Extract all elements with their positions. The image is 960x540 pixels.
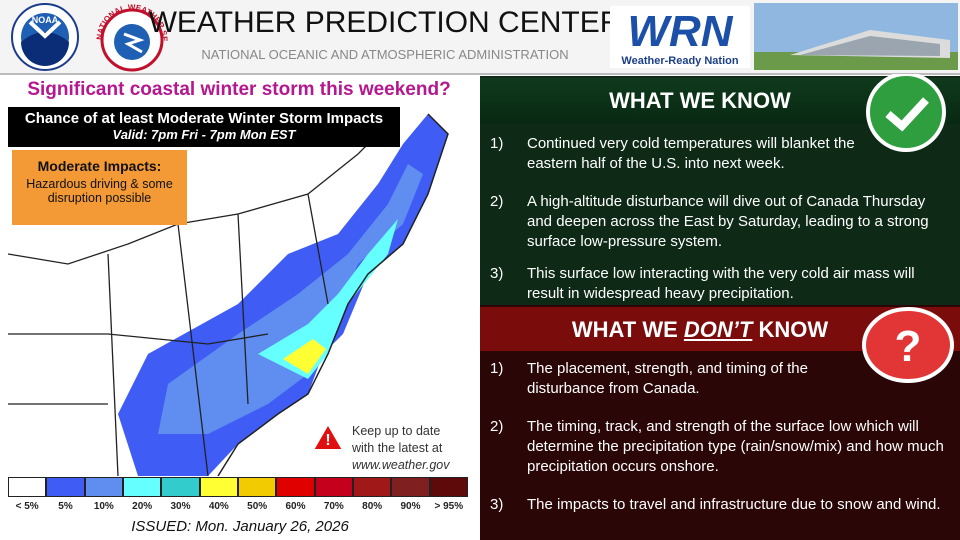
legend-label: 30% xyxy=(170,501,191,512)
legend-swatch xyxy=(238,477,277,497)
headline: Significant coastal winter storm this we… xyxy=(27,79,451,100)
legend-swatch xyxy=(314,477,353,497)
item-text: The timing, track, and strength of the s… xyxy=(527,418,944,475)
noaa-text: NOAA xyxy=(32,15,59,25)
legend-label: 80% xyxy=(362,501,383,512)
legend-swatch xyxy=(161,477,200,497)
header-graphics: NOAA NATIONAL WEATHER SERVICE WEATHER PR… xyxy=(0,0,958,72)
legend-swatch xyxy=(199,477,238,497)
dont-know-title: WHAT WE DON’T KNOW xyxy=(480,317,920,343)
check-mark xyxy=(885,97,929,132)
legend-label: 60% xyxy=(285,501,306,512)
impact-title: Moderate Impacts: xyxy=(37,158,162,174)
nws-bolt xyxy=(123,32,145,54)
legend: < 5% 5% 10% 20% 30% 40% 50% 60% 70% 80% 90% > 95% xyxy=(8,477,468,517)
wrn-caption: Weather-Ready Nation xyxy=(621,55,738,67)
item-number: 3) xyxy=(490,265,504,282)
legend-swatch xyxy=(84,477,123,497)
impact-10 xyxy=(158,164,423,434)
coastline xyxy=(217,113,449,476)
item-number: 1) xyxy=(490,135,504,152)
legend-label: 70% xyxy=(323,501,344,512)
legend-swatch xyxy=(353,477,392,497)
item-number: 2) xyxy=(490,418,504,435)
check-icon xyxy=(866,74,946,152)
question-circle xyxy=(862,307,954,383)
list-item: 2) The timing, track, and strength of the… xyxy=(480,417,950,475)
item-text: Continued very cold temperatures will bl… xyxy=(527,135,855,172)
legend-swatch xyxy=(46,477,85,497)
item-text: The placement, strength, and timing of t… xyxy=(527,360,808,397)
warning-icon xyxy=(311,421,345,451)
item-text: This surface low interacting with the ve… xyxy=(527,265,915,302)
legend-swatch xyxy=(276,477,315,497)
legend-label: > 95% xyxy=(434,501,464,512)
map: ! xyxy=(8,104,470,476)
list-item: 1) The placement, strength, and timing of… xyxy=(480,359,950,409)
map-title: Chance of at least Moderate Winter Storm… xyxy=(24,110,384,127)
wrn-logo xyxy=(610,6,750,68)
map-title-box: Chance of at least Moderate Winter Storm… xyxy=(8,107,400,147)
note: Keep up to date with the latest at www.wea… xyxy=(352,423,450,474)
item-text: A high-altitude disturbance will dive ou… xyxy=(527,193,929,250)
legend-label: 50% xyxy=(247,501,268,512)
legend-swatch xyxy=(391,477,430,497)
legend-swatch xyxy=(429,477,468,497)
item-number: 3) xyxy=(490,496,504,513)
wrn-mark: WRN xyxy=(627,7,733,56)
list-item: 1) Continued very cold temperatures will … xyxy=(480,134,950,184)
impact-40 xyxy=(283,339,326,374)
state-lines xyxy=(8,123,389,476)
know-title: WHAT WE KNOW xyxy=(609,88,791,113)
note-line: www.weather.gov xyxy=(352,458,450,472)
title-emphasis: DON’T xyxy=(683,317,753,342)
item-number: 2) xyxy=(490,193,504,210)
legend-label: 90% xyxy=(400,501,421,512)
legend-label: 40% xyxy=(208,501,229,512)
impact-box: Moderate Impacts: Hazardous driving & so… xyxy=(12,150,187,225)
item-number: 1) xyxy=(490,360,504,377)
note-line: Keep up to date xyxy=(352,424,441,438)
dont-know-section: WHAT WE DON’T KNOW ? 1) The placement, st… xyxy=(480,305,960,540)
noaa-wave xyxy=(21,32,69,66)
list-item: 3) This surface low interacting with the … xyxy=(480,264,950,314)
title: WEATHER PREDICTION CENTER xyxy=(149,6,622,39)
legend-label: 10% xyxy=(93,501,114,512)
title-part: KNOW xyxy=(752,317,829,342)
impact-20 xyxy=(258,219,398,379)
list-item: 3) The impacts to travel and infrastructu… xyxy=(480,495,950,540)
legend-label: < 5% xyxy=(15,501,39,512)
subtitle: NATIONAL OCEANIC AND ATMOSPHERIC ADMINIS… xyxy=(201,47,568,62)
issued: ISSUED: Mon. January 26, 2026 xyxy=(131,518,349,535)
question-icon: ? xyxy=(862,307,954,383)
check-circle xyxy=(866,74,946,152)
legend-label: 20% xyxy=(132,501,153,512)
legend-swatch xyxy=(123,477,162,497)
legend-swatch xyxy=(8,477,47,497)
impact-text: Hazardous driving & some disruption poss… xyxy=(26,177,173,205)
note-line: with the latest at xyxy=(352,441,443,455)
know-section: WHAT WE KNOW 1) Continued very cold tempe… xyxy=(480,74,960,305)
title-part: WHAT WE xyxy=(571,317,684,342)
valid-time: Valid: 7pm Fri - 7pm Mon EST xyxy=(112,127,296,142)
noaa-bird xyxy=(28,20,62,39)
legend-label: 5% xyxy=(58,501,73,512)
item-text: The impacts to travel and infrastructure… xyxy=(527,496,941,513)
list-item: 2) A high-altitude disturbance will dive … xyxy=(480,192,950,250)
warning-mark: ! xyxy=(325,432,330,449)
question-mark: ? xyxy=(895,322,922,371)
photo-windows xyxy=(800,36,940,56)
